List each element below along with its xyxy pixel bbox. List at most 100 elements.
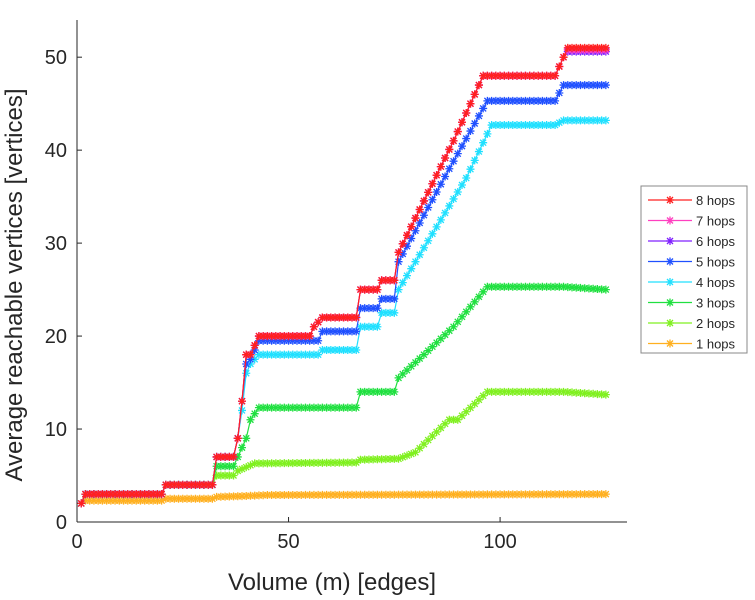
- data-point: [584, 116, 593, 125]
- data-point: [436, 180, 445, 189]
- data-point: [449, 157, 458, 166]
- data-point: [102, 490, 111, 499]
- data-point: [517, 96, 526, 105]
- data-point: [496, 71, 505, 80]
- data-point: [572, 81, 581, 90]
- data-point: [568, 388, 576, 397]
- data-point: [204, 480, 213, 489]
- data-point: [534, 71, 543, 80]
- legend-marker: [666, 319, 674, 327]
- data-point: [398, 278, 407, 287]
- data-point: [419, 243, 428, 252]
- legend-item: 4 hops: [648, 275, 736, 290]
- data-point: [98, 490, 107, 499]
- data-point: [407, 362, 416, 371]
- data-point: [584, 490, 593, 499]
- data-point: [542, 121, 551, 130]
- data-point: [326, 490, 335, 499]
- legend-marker: [666, 298, 674, 307]
- data-point: [343, 458, 352, 467]
- data-point: [525, 121, 534, 130]
- data-point: [580, 116, 589, 125]
- y-tick-label: 10: [45, 419, 67, 441]
- legend-item: 3 hops: [648, 296, 736, 311]
- data-point: [216, 452, 225, 461]
- data-point: [343, 403, 352, 412]
- legend-item: 5 hops: [648, 255, 736, 270]
- data-point: [568, 490, 576, 499]
- data-point: [487, 71, 496, 80]
- data-point: [593, 390, 602, 399]
- data-point: [136, 496, 145, 505]
- data-point: [474, 395, 483, 404]
- data-point: [584, 284, 593, 293]
- series-line: [80, 119, 606, 504]
- data-point: [458, 490, 466, 499]
- data-point: [187, 494, 196, 503]
- y-axis-label: Average reachable vertices [vertices]: [1, 88, 28, 481]
- data-point: [563, 490, 572, 499]
- data-point: [424, 436, 433, 445]
- data-point: [305, 350, 314, 359]
- data-point: [170, 494, 179, 503]
- data-point: [491, 387, 500, 396]
- data-point: [386, 308, 395, 317]
- data-point: [453, 149, 462, 158]
- y-tick-label: 30: [45, 233, 67, 255]
- data-point: [343, 346, 352, 355]
- data-point: [238, 465, 246, 474]
- data-point: [381, 387, 390, 396]
- data-point: [284, 350, 293, 359]
- y-tick-label: 20: [45, 326, 67, 348]
- legend-label: 8 hops: [696, 193, 736, 208]
- data-point: [250, 355, 259, 364]
- data-point: [538, 121, 547, 130]
- data-point: [470, 119, 479, 128]
- data-point: [178, 494, 187, 503]
- data-point: [352, 313, 361, 322]
- data-point: [322, 313, 331, 322]
- data-point: [432, 427, 441, 436]
- data-point: [356, 322, 365, 331]
- data-point: [229, 462, 238, 471]
- data-point: [398, 490, 407, 499]
- data-point: [208, 494, 217, 503]
- data-point: [458, 118, 466, 127]
- data-point: [449, 194, 458, 203]
- data-point: [529, 387, 538, 396]
- data-point: [449, 415, 458, 424]
- data-point: [348, 403, 356, 412]
- legend-item: 8 hops: [648, 193, 736, 208]
- data-point: [199, 480, 208, 489]
- legend-marker: [666, 237, 674, 245]
- data-point: [276, 491, 285, 500]
- data-point: [436, 162, 445, 171]
- data-point: [305, 458, 314, 467]
- data-point: [276, 332, 285, 341]
- data-point: [360, 490, 369, 499]
- data-point: [458, 411, 466, 420]
- data-point: [415, 444, 424, 453]
- ticks: 0 50 100 0 10 20 30 40 50: [45, 47, 517, 553]
- series-line: [80, 84, 606, 504]
- data-point: [386, 454, 395, 463]
- data-point: [225, 452, 234, 461]
- data-point: [364, 285, 373, 294]
- data-point: [458, 142, 466, 151]
- data-point: [508, 282, 517, 291]
- data-point: [500, 282, 509, 291]
- data-point: [436, 334, 445, 343]
- data-point: [284, 403, 293, 412]
- data-point: [284, 332, 293, 341]
- data-point: [305, 490, 314, 499]
- data-point: [187, 480, 196, 489]
- data-point: [529, 490, 538, 499]
- x-tick-label: 100: [483, 531, 516, 553]
- data-point: [517, 282, 526, 291]
- data-point: [293, 332, 301, 341]
- data-point: [538, 282, 547, 291]
- data-point: [411, 448, 420, 457]
- data-point: [445, 490, 454, 499]
- data-point: [381, 276, 390, 285]
- data-point: [221, 452, 230, 461]
